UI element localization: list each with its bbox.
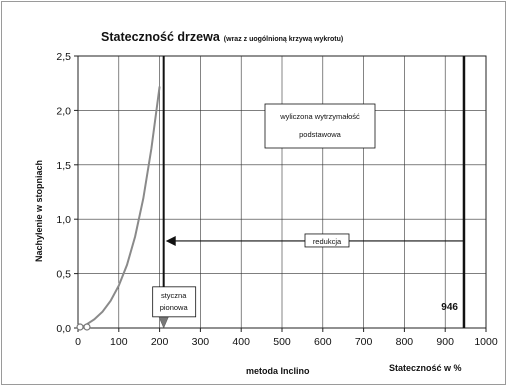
y-tick-label: 1,5 [56,160,71,172]
x-tick-label: 700 [355,336,373,348]
strength-annotation-box [264,103,376,149]
tangent-label-box [152,286,197,318]
reduction-label: redukcja [313,237,342,246]
strength-annotation-line1: wyliczona wytrzymałość [279,112,360,121]
x-tick-label: 800 [396,336,414,348]
x-axis-label-right: Stateczność w % [389,363,462,373]
data-point [83,323,91,331]
reduction-arrow-head [165,235,176,246]
x-tick-label: 100 [110,336,128,348]
y-tick-label: 2,5 [56,51,71,63]
series-layer [76,86,161,331]
x-tick-label: 400 [232,336,250,348]
chart-title: Stateczność drzewa (wraz z uogólnioną krz… [101,30,343,44]
strength-annotation-line2: podstawowa [299,130,342,139]
x-tick-label: 900 [436,336,454,348]
y-tick-label: 0,0 [56,323,71,335]
x-tick-label: 600 [314,336,332,348]
y-tick-label: 0,5 [56,269,71,281]
y-tick-labels: 0,0 0,5 1,0 1,5 2,0 2,5 [56,51,71,335]
x-axis-label: metoda Inclino [246,366,310,376]
y-axis-label: Nachylenie w stopniach [34,160,44,262]
x-tick-label: 300 [192,336,210,348]
grid-lines [74,55,487,332]
y-tick-label: 2,0 [56,105,71,117]
x-tick-label: 500 [273,336,291,348]
y-tick-label: 1,0 [56,214,71,226]
x-tick-label: 200 [151,336,169,348]
x-tick-label: 0 [75,336,81,348]
reduction-label-box [304,233,350,248]
overlay-layer: styczna pionowa 946 redukcja wyliczona wytrz… [152,56,466,329]
data-point [76,323,84,331]
tangent-label-line1: styczna [161,291,187,300]
stability-value-label: 946 [441,302,458,313]
x-tick-labels: 0 100 200 300 400 500 600 700 800 900 1000 [75,336,498,348]
tangent-label-line2: pionowa [160,303,189,312]
x-tick-label: 1000 [474,336,498,348]
